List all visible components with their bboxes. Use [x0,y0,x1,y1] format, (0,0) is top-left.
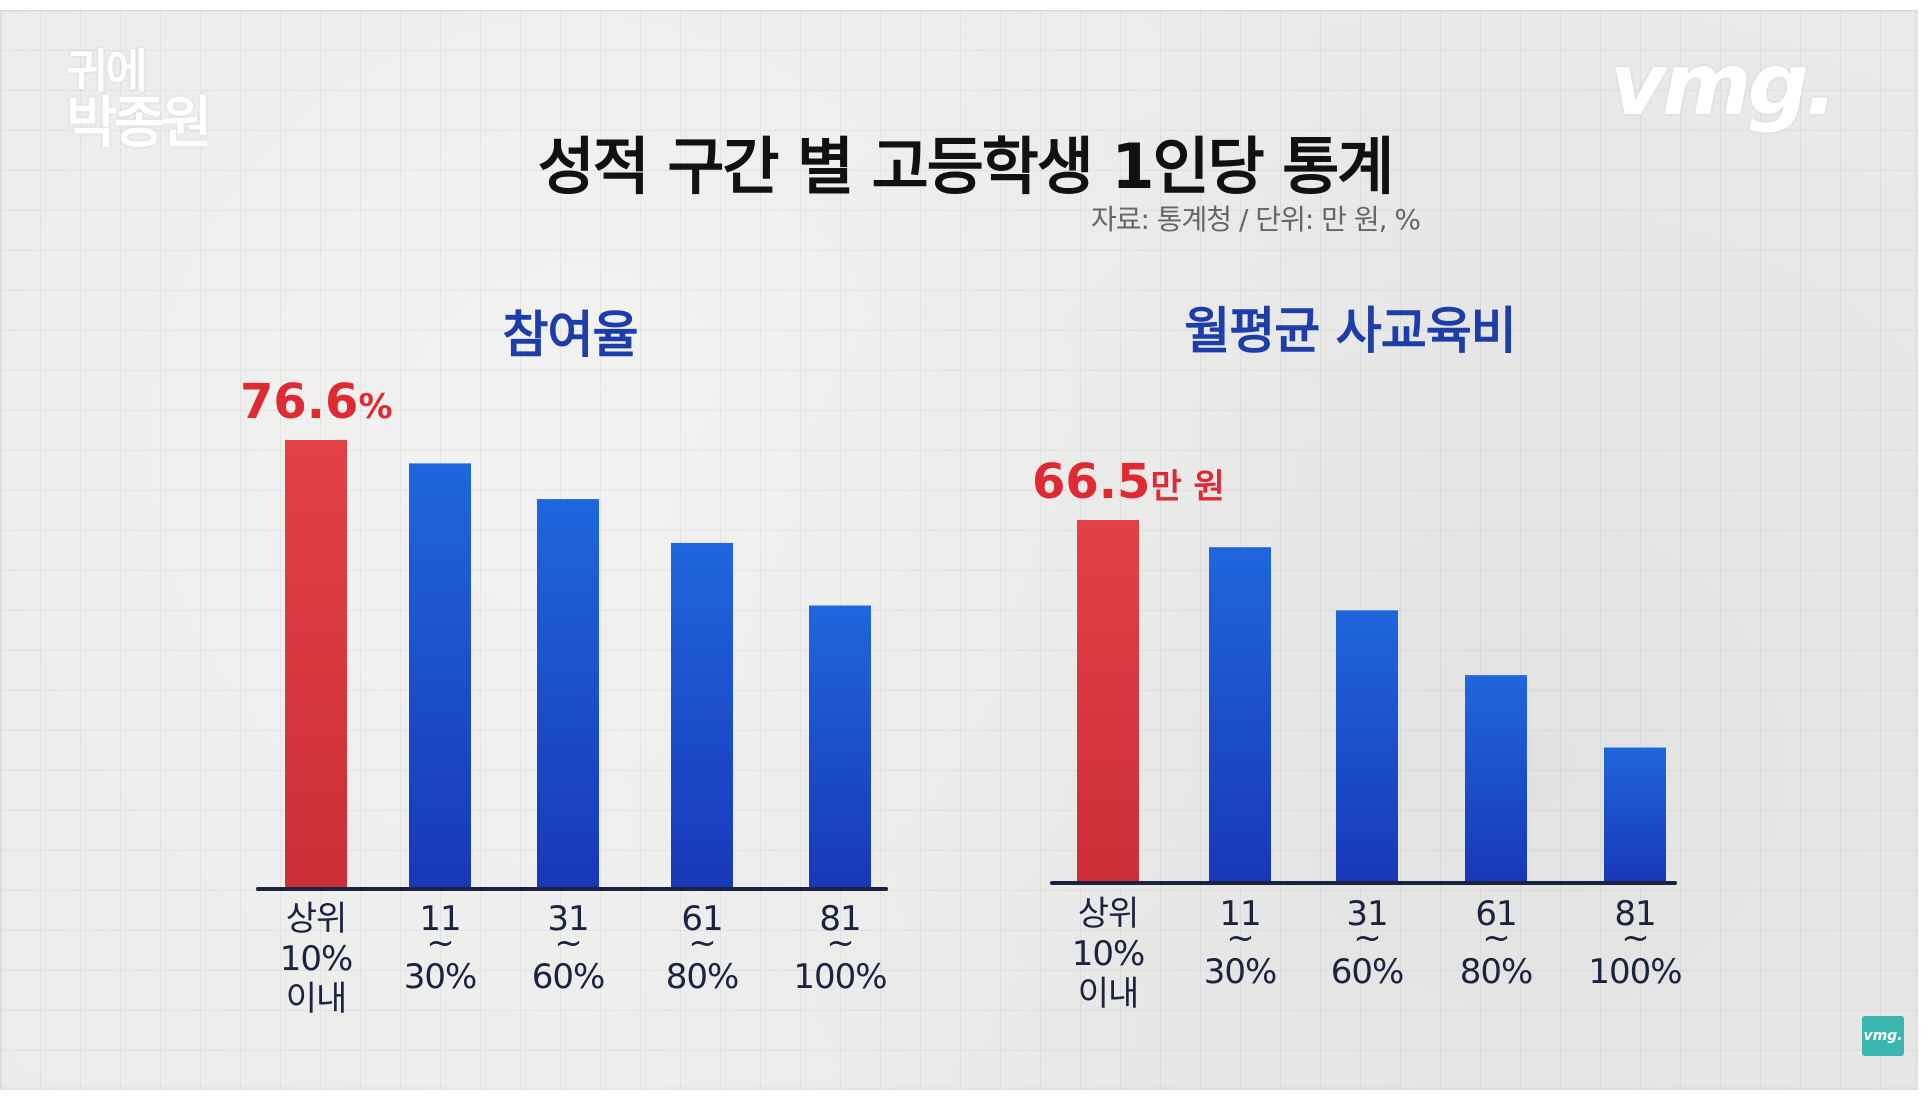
x-tick-label-3: 61 ~80% [1460,894,1533,992]
chart-title-participation: 참여율 [502,306,639,364]
bar-spending-1 [1209,547,1271,882]
x-tick-label-0: 상위 10% 이내 [1072,894,1145,1014]
show-logo: 귀에 박종원 [66,48,246,168]
show-logo-line1: 귀에 [66,44,148,98]
brand-logo: vmg. [1610,35,1838,135]
paper-background [0,10,1918,1090]
x-tick-label-4: 81 ~100% [1588,894,1681,992]
x-tick-label-2: 31 ~60% [1331,894,1404,992]
source-note: 자료: 통계청 / 단위: 만 원, % [1090,203,1421,236]
chart-participation: 상위 10% 이내 76.6% 11 ~30% 31 ~60% 61 ~80% 81 ~100% [240,374,888,1019]
bar-participation-1 [409,463,471,888]
show-logo-line2: 박종원 [66,91,213,156]
x-tick-label-1: 11 ~30% [404,899,477,997]
bar-spending-0 [1077,520,1139,882]
bar-participation-0 [285,440,347,888]
x-tick-label-3: 61 ~80% [666,899,739,997]
bar-spending-2 [1336,610,1398,882]
x-tick-label-1: 11 ~30% [1204,894,1277,992]
chart-title-spending: 월평균 사교육비 [1184,302,1516,360]
page-title: 성적 구간 별 고등학생 1인당 통계 [537,130,1395,203]
x-tick-label-0: 상위 10% 이내 [280,899,353,1019]
corner-badge: vmg. [1862,1016,1904,1056]
bar-participation-3 [671,542,733,888]
x-tick-label-4: 81 ~100% [793,899,886,997]
chart-spending: 상위 10% 이내 66.5만 원 11 ~30% 31 ~60% 61 ~80% 81 ~100% [1032,454,1683,1014]
peak-value-label: 76.6% [240,374,393,430]
bar-participation-4 [809,605,871,888]
bar-spending-3 [1465,675,1527,882]
bar-participation-2 [537,499,599,888]
x-tick-label-2: 31 ~60% [532,899,605,997]
peak-value-label: 66.5만 원 [1032,454,1225,510]
bar-spending-4 [1604,747,1666,882]
